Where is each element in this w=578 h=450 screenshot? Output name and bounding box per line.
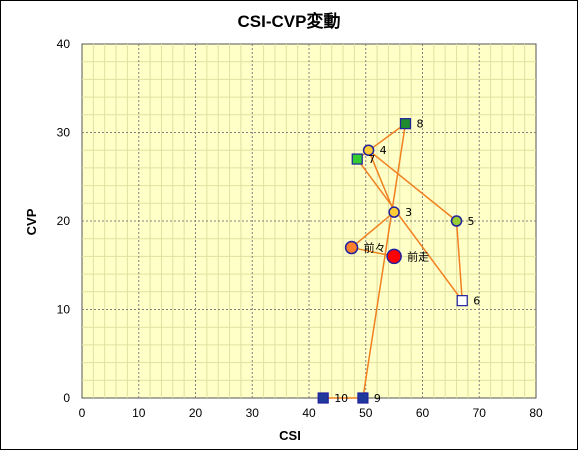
- trajectory-segment: [368, 149, 458, 222]
- y-tick-label: 0: [63, 391, 70, 405]
- x-tick-label: 20: [189, 406, 203, 420]
- point-marker: [386, 248, 402, 265]
- x-tick-label: 50: [359, 406, 373, 420]
- x-tick-label: 40: [302, 406, 316, 420]
- x-tick-label: 10: [132, 406, 146, 420]
- y-tick-label: 20: [57, 214, 71, 228]
- point-label: 7: [368, 153, 375, 166]
- point-labels: 前走 前々 3 4 5 6 7 8 9 10: [334, 118, 480, 405]
- point-label: 3: [405, 206, 412, 219]
- y-tick-label: 30: [57, 126, 71, 140]
- point-label: 10: [334, 392, 348, 405]
- x-tick-labels: 0 10 20 30 40 50 60 70 80: [79, 406, 543, 420]
- y-tick-labels: 0 10 20 30 40: [57, 37, 71, 405]
- point-marker: [450, 215, 463, 227]
- x-tick-label: 70: [473, 406, 487, 420]
- point-marker: [399, 118, 412, 130]
- y-tick-label: 10: [57, 303, 71, 317]
- point-marker: [456, 295, 468, 307]
- point-marker: [344, 240, 359, 255]
- y-axis-label: CVP: [24, 208, 39, 235]
- point-label: 8: [416, 118, 423, 131]
- point-label: 6: [473, 295, 480, 308]
- point-marker: [351, 153, 363, 165]
- trajectory-segment: [351, 211, 395, 249]
- x-tick-label: 80: [529, 406, 543, 420]
- x-tick-label: 30: [246, 406, 260, 420]
- point-marker: [388, 206, 400, 218]
- point-label: 9: [374, 392, 381, 405]
- point-label: 前々: [364, 241, 386, 255]
- y-tick-label: 40: [57, 37, 71, 51]
- x-tick-label: 60: [416, 406, 430, 420]
- x-tick-label: 0: [79, 406, 86, 420]
- point-label: 4: [380, 144, 387, 157]
- trajectory-segment: [356, 158, 463, 302]
- point-marker: [362, 144, 375, 156]
- trajectory-segment: [367, 149, 395, 213]
- x-axis-label: CSI: [279, 428, 301, 443]
- point-marker: [357, 392, 369, 404]
- trajectory-segment: [455, 220, 463, 301]
- point-label: 5: [468, 215, 475, 228]
- major-grid: [82, 44, 536, 398]
- chart-title: CSI-CVP変動: [238, 11, 341, 31]
- data-points: [317, 118, 468, 404]
- trajectory-segment: [362, 123, 407, 399]
- point-label: 前走: [407, 249, 429, 263]
- minor-grid: [82, 44, 536, 398]
- point-marker: [317, 392, 329, 404]
